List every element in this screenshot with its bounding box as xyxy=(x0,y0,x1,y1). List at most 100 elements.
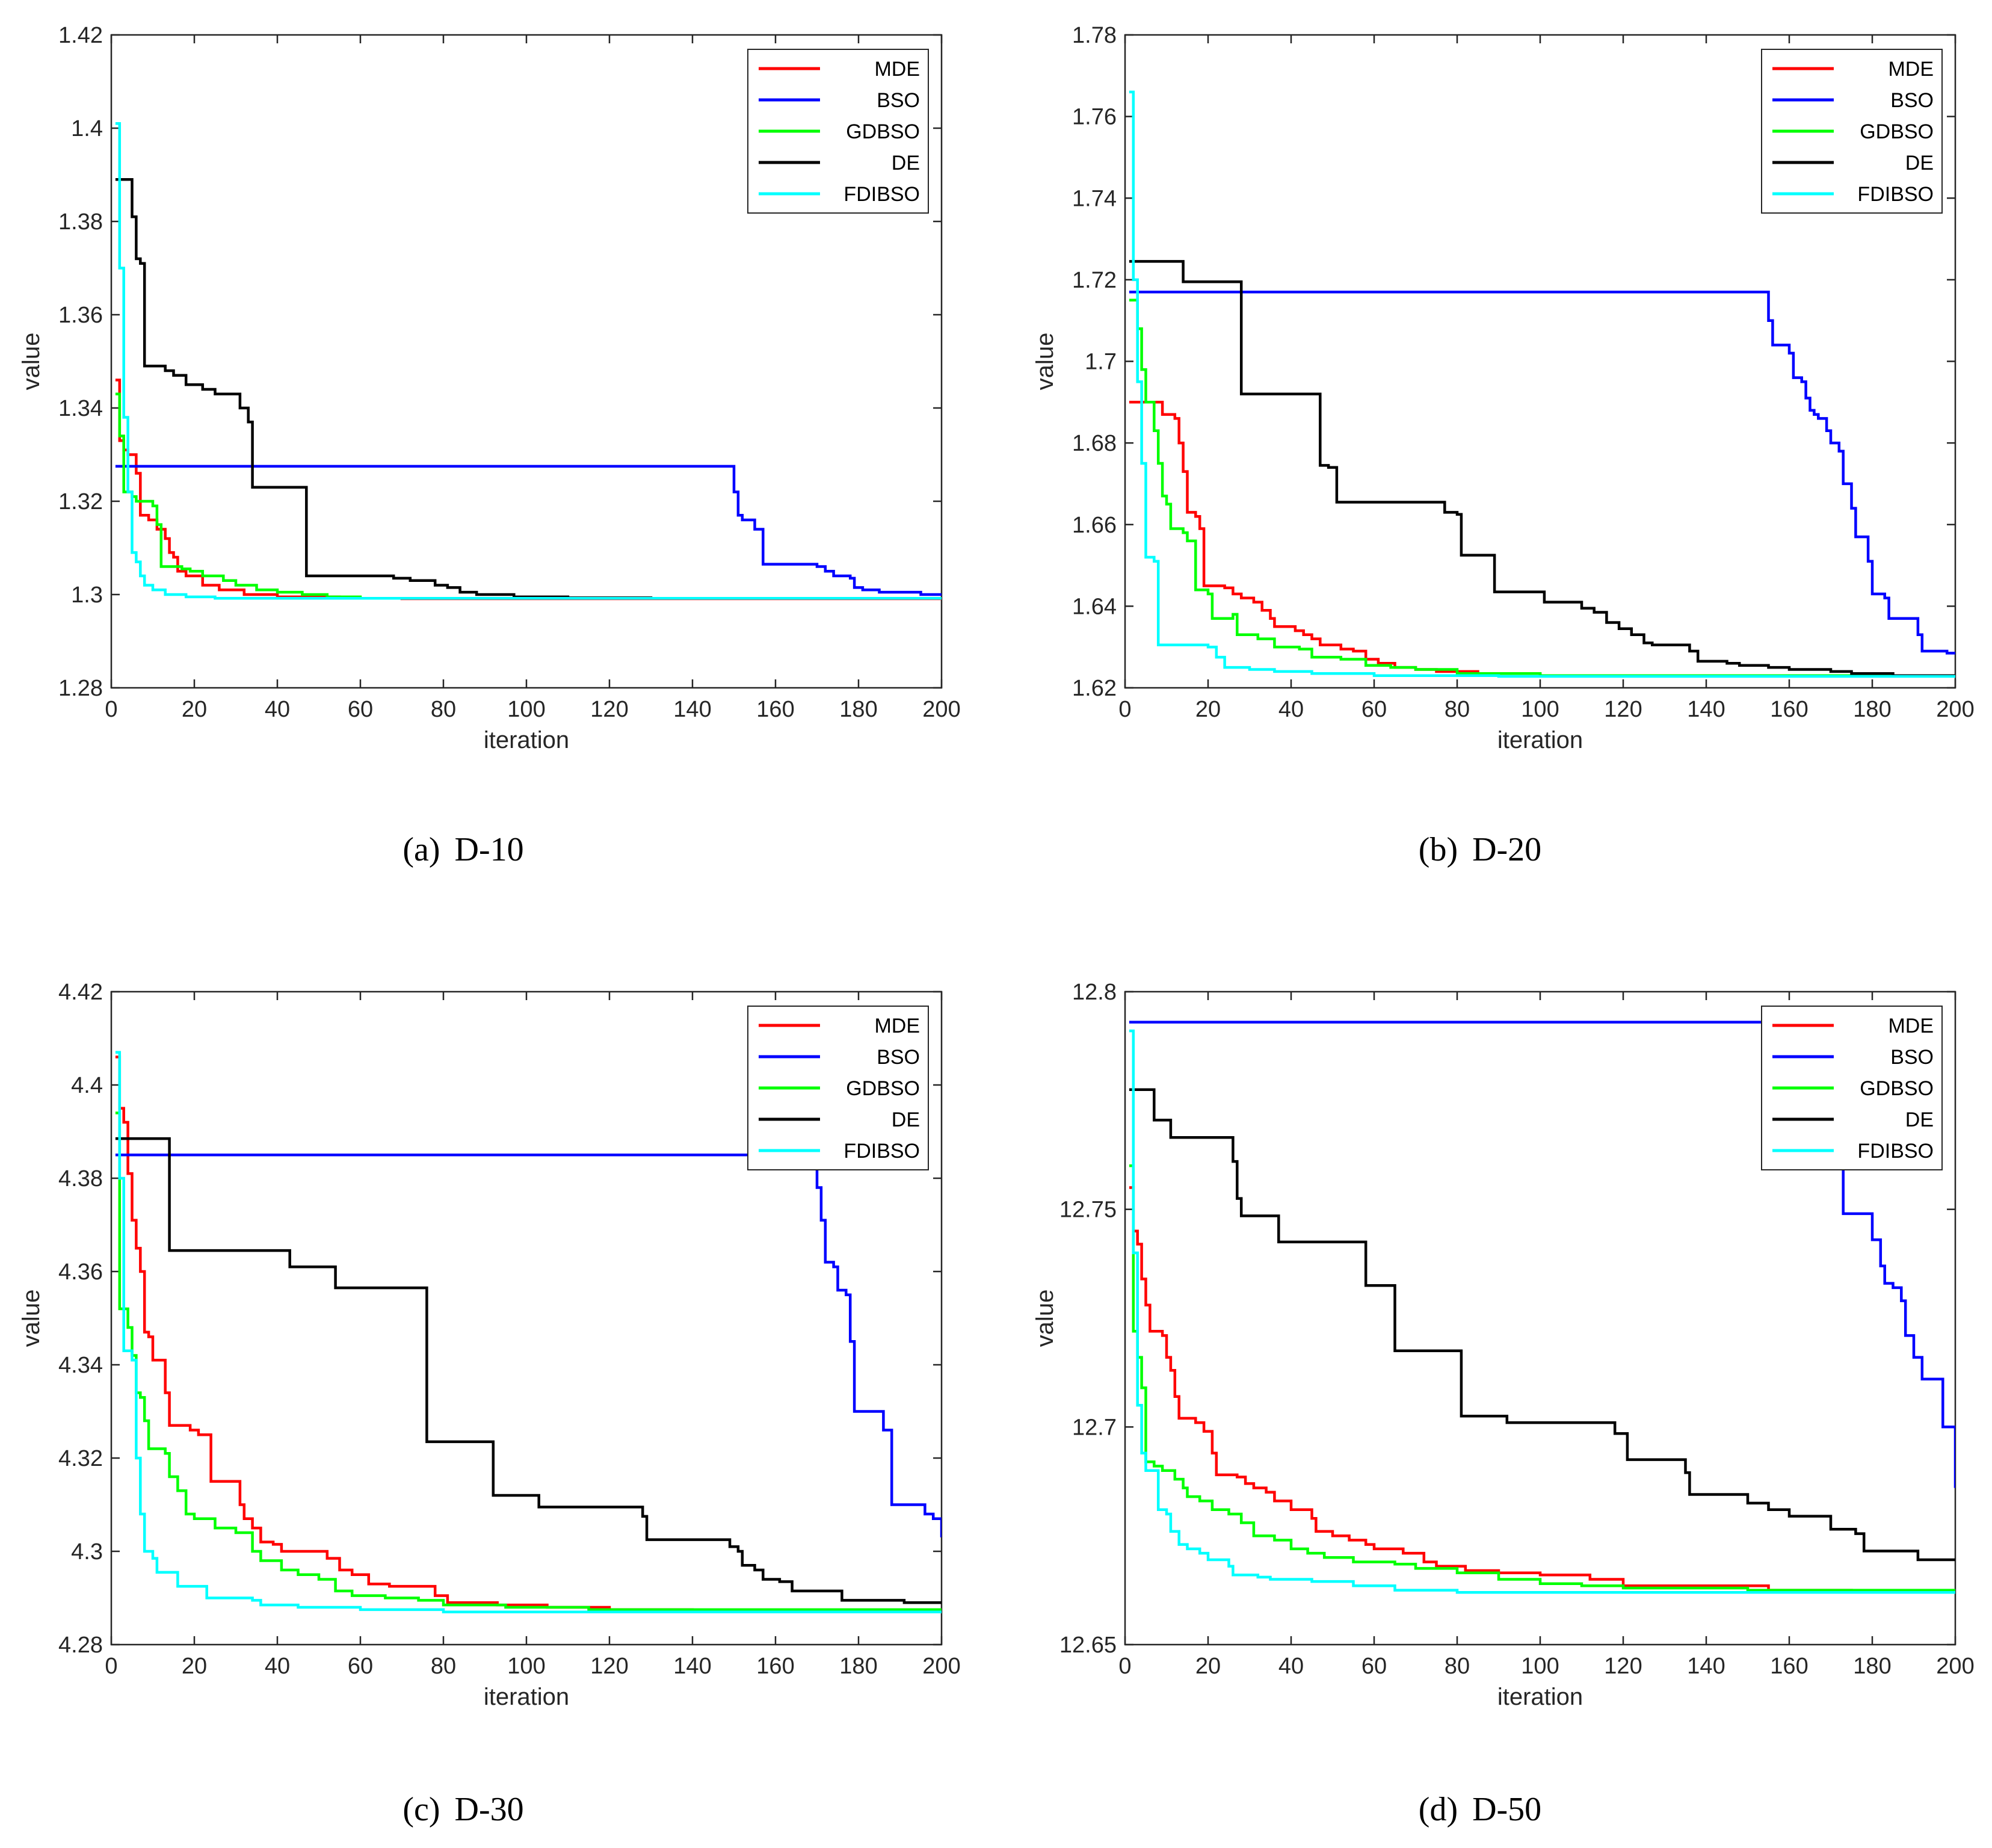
chart-panel-4: 0 20 40 60 80 100 120 140 160 180 200 12.65 12.7 12.7… xyxy=(1032,980,1975,1828)
y-axis-label: value xyxy=(1032,1290,1058,1347)
x-tick-label: 0 xyxy=(105,697,117,722)
caption-name: D-30 xyxy=(455,1791,524,1828)
legend-label: MDE xyxy=(1888,58,1934,81)
y-axis-label: value xyxy=(18,1290,45,1347)
x-tick-label: 0 xyxy=(1118,1654,1131,1679)
y-tick-label: 4.42 xyxy=(58,980,103,1005)
x-tick-label: 60 xyxy=(348,697,373,722)
x-tick-label: 20 xyxy=(182,697,207,722)
x-tick-label: 20 xyxy=(1195,697,1221,722)
legend-label: DE xyxy=(1905,152,1934,175)
y-tick-label: 1.42 xyxy=(58,23,103,48)
series-line-gdbso xyxy=(115,1111,942,1612)
series-group xyxy=(115,122,942,601)
y-tick-label: 4.3 xyxy=(71,1539,103,1565)
legend-label: DE xyxy=(1905,1108,1934,1131)
y-tick-label: 4.38 xyxy=(58,1166,103,1191)
y-tick-label: 1.64 xyxy=(1072,594,1117,619)
series-line-de xyxy=(1129,1088,1955,1562)
y-tick-label: 1.62 xyxy=(1072,676,1117,701)
y-tick-label: 12.7 xyxy=(1072,1415,1117,1440)
caption-tag: (c) xyxy=(402,1791,440,1828)
series-line-bso xyxy=(115,1154,942,1537)
x-tick-label: 100 xyxy=(1521,1654,1559,1679)
series-line-bso xyxy=(1129,290,1955,655)
series-line-de xyxy=(115,1137,942,1604)
y-tick-label: 1.66 xyxy=(1072,513,1117,538)
x-tick-label: 160 xyxy=(1770,1654,1808,1679)
x-tick-label: 80 xyxy=(431,1654,456,1679)
x-tick-label: 20 xyxy=(1195,1654,1221,1679)
x-tick-label: 120 xyxy=(590,697,628,722)
y-tick-label: 1.68 xyxy=(1072,431,1117,456)
legend-label: BSO xyxy=(877,89,920,112)
x-tick-label: 60 xyxy=(348,1654,373,1679)
x-axis-label: iteration xyxy=(1497,1684,1583,1710)
y-tick-label: 1.7 xyxy=(1085,350,1117,375)
x-axis-label: iteration xyxy=(1497,727,1583,753)
y-tick-label: 12.8 xyxy=(1072,980,1117,1005)
series-line-gdbso xyxy=(1129,298,1955,677)
y-tick-label: 4.34 xyxy=(58,1353,103,1378)
panel-caption: (b) D-20 xyxy=(1419,831,1541,868)
y-tick-label: 12.65 xyxy=(1059,1633,1117,1658)
x-tick-label: 80 xyxy=(431,697,456,722)
legend-label: FDIBSO xyxy=(843,183,920,206)
legend-label: BSO xyxy=(1890,1046,1934,1069)
y-tick-label: 1.34 xyxy=(58,396,103,421)
panel-caption: (a) D-10 xyxy=(402,831,523,868)
x-tick-label: 200 xyxy=(1936,1654,1974,1679)
legend-label: MDE xyxy=(1888,1015,1934,1037)
series-group xyxy=(115,1051,942,1614)
series-line-bso xyxy=(1129,1021,1955,1488)
series-line-bso xyxy=(115,465,942,596)
y-tick-label: 4.36 xyxy=(58,1259,103,1285)
series-line-mde xyxy=(1129,1186,1955,1594)
x-tick-label: 40 xyxy=(1278,1654,1304,1679)
caption-name: D-50 xyxy=(1472,1791,1541,1828)
series-line-de xyxy=(115,178,942,600)
series-group xyxy=(1129,90,1955,678)
legend-label: FDIBSO xyxy=(1857,183,1934,206)
x-tick-label: 100 xyxy=(507,697,545,722)
y-tick-label: 1.32 xyxy=(58,489,103,515)
y-tick-label: 1.74 xyxy=(1072,186,1117,211)
legend: MDE BSO GDBSO DE FDIBSO xyxy=(1761,49,1943,214)
y-tick-label: 1.38 xyxy=(58,209,103,235)
series-line-gdbso xyxy=(1129,1164,1955,1592)
x-tick-label: 180 xyxy=(839,697,877,722)
caption-tag: (b) xyxy=(1419,831,1458,868)
y-tick-label: 4.4 xyxy=(71,1073,103,1098)
y-tick-label: 1.72 xyxy=(1072,268,1117,293)
y-tick-label: 1.78 xyxy=(1072,23,1117,48)
y-tick-label: 1.4 xyxy=(71,116,103,141)
series-line-fdibso xyxy=(1129,90,1955,678)
legend-label: GDBSO xyxy=(846,1077,920,1100)
x-tick-label: 0 xyxy=(1118,697,1131,722)
y-tick-label: 1.3 xyxy=(71,583,103,608)
x-tick-label: 160 xyxy=(756,1654,794,1679)
chart-panel-1: 0 20 40 60 80 100 120 140 160 180 200 1.28 1.3 1.32 1.… xyxy=(18,23,961,868)
x-tick-label: 60 xyxy=(1361,1654,1387,1679)
x-axis-label: iteration xyxy=(484,1684,569,1710)
legend-label: GDBSO xyxy=(1860,1077,1934,1100)
x-tick-label: 140 xyxy=(1687,697,1725,722)
caption-tag: (d) xyxy=(1419,1791,1458,1828)
x-tick-label: 160 xyxy=(756,697,794,722)
x-tick-label: 140 xyxy=(1687,1654,1725,1679)
x-tick-label: 100 xyxy=(507,1654,545,1679)
x-tick-label: 180 xyxy=(839,1654,877,1679)
caption-tag: (a) xyxy=(402,831,440,868)
legend-label: MDE xyxy=(874,1015,920,1037)
x-tick-label: 140 xyxy=(673,697,711,722)
legend-label: MDE xyxy=(874,58,920,81)
x-tick-label: 40 xyxy=(1278,697,1304,722)
series-line-mde xyxy=(115,379,942,601)
legend: MDE BSO GDBSO DE FDIBSO xyxy=(1761,1006,1943,1170)
x-tick-label: 140 xyxy=(673,1654,711,1679)
panel-caption: (d) D-50 xyxy=(1419,1791,1541,1828)
x-tick-label: 100 xyxy=(1521,697,1559,722)
x-tick-label: 120 xyxy=(1604,697,1642,722)
x-tick-label: 40 xyxy=(265,1654,290,1679)
